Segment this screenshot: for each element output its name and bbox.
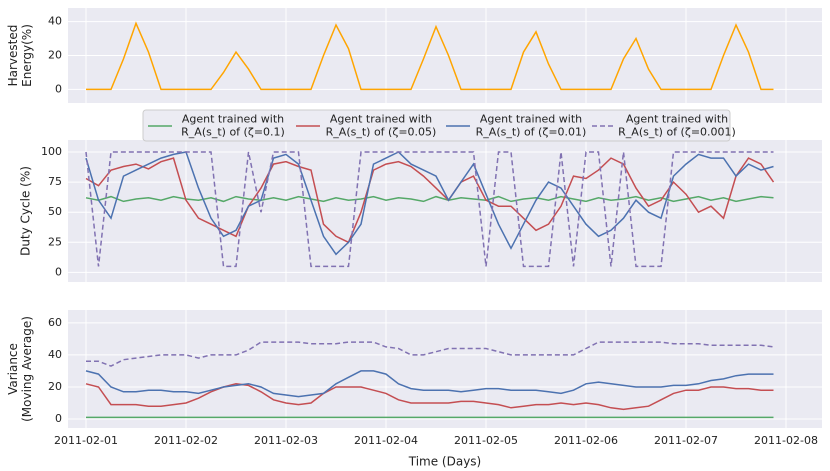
series-line [86, 341, 774, 367]
y-axis-label: Duty Cycle (%) [19, 166, 33, 256]
legend-box [142, 109, 731, 142]
y-tick-label: 0 [55, 412, 62, 425]
series-line [85, 157, 775, 244]
x-tick-label: 2011-02-07 [654, 434, 718, 447]
x-axis-label: Time (Days) [408, 455, 482, 469]
y-tick-label: 0 [55, 82, 62, 95]
y-tick-label: 25 [48, 235, 62, 248]
series-line [85, 151, 774, 256]
series-line [85, 151, 774, 268]
y-axis-label: Variance(Moving Average) [5, 316, 33, 422]
plot-area [68, 140, 822, 282]
y-tick-label: 20 [48, 49, 62, 62]
x-tick-label: 2011-02-02 [154, 434, 218, 447]
x-tick-label: 2011-02-08 [754, 434, 818, 447]
x-tick-label: 2011-02-05 [454, 434, 518, 447]
y-axis-label: HarvestedEnergy(%) [5, 24, 33, 87]
series-line [86, 21, 774, 91]
legend-label: Agent trained with R_A(s_t) of (ζ=0.05) [326, 112, 437, 138]
legend-label: Agent trained with R_A(s_t) of (ζ=0.001) [618, 112, 736, 138]
y-tick-label: 50 [48, 205, 62, 218]
x-tick-label: 2011-02-01 [54, 434, 118, 447]
legend-label: Agent trained with R_A(s_t) of (ζ=0.1) [181, 112, 285, 138]
y-tick-label: 0 [55, 265, 62, 278]
y-tick-label: 40 [48, 348, 62, 361]
y-tick-label: 75 [48, 175, 62, 188]
x-tick-label: 2011-02-04 [354, 434, 418, 447]
x-tick-label: 2011-02-03 [254, 434, 318, 447]
plot-area [68, 310, 822, 428]
series-line [85, 370, 774, 398]
x-tick-label: 2011-02-06 [554, 434, 618, 447]
y-tick-label: 100 [41, 145, 62, 158]
y-tick-label: 40 [48, 15, 62, 28]
series-line [85, 195, 774, 203]
legend-label: Agent trained with R_A(s_t) of (ζ=0.01) [476, 112, 587, 138]
series-line [85, 383, 774, 411]
y-tick-label: 20 [48, 380, 62, 393]
y-tick-label: 60 [48, 316, 62, 329]
